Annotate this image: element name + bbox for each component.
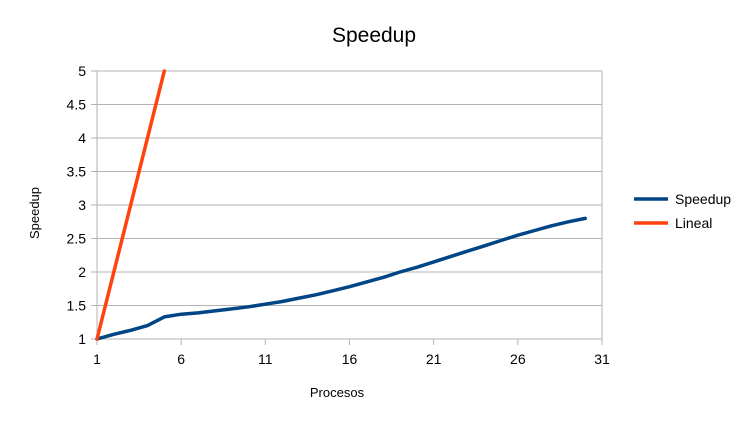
x-axis-title: Procesos	[310, 385, 365, 400]
x-tick-label: 6	[177, 351, 185, 367]
y-tick-label: 2.5	[67, 231, 87, 247]
chart-title: Speedup	[332, 24, 416, 47]
series-line-speedup	[95, 216, 587, 341]
y-axis-title: Speedup	[27, 187, 42, 239]
legend: Speedup Lineal	[634, 191, 731, 231]
y-tick-label: 2	[78, 264, 86, 280]
legend-label-speedup: Speedup	[675, 191, 731, 207]
gridlines	[97, 70, 602, 340]
x-tick-label: 1	[93, 351, 101, 367]
y-tick-label: 3.5	[67, 164, 87, 180]
x-tick-label: 21	[426, 351, 442, 367]
series-lines	[95, 69, 587, 341]
y-tick-label: 5	[78, 63, 86, 79]
y-tick-label: 4.5	[67, 97, 87, 113]
x-tick-label: 31	[594, 351, 610, 367]
x-tick-label: 16	[342, 351, 358, 367]
x-tick-label: 26	[510, 351, 526, 367]
y-tick-label: 1	[78, 331, 86, 347]
legend-label-lineal: Lineal	[675, 215, 712, 231]
x-axis-ticks: 1 6 11 16 21 26 31	[93, 339, 610, 367]
y-tick-label: 4	[78, 130, 86, 146]
y-axis-ticks: 1 1.5 2 2.5 3 3.5 4 4.5 5	[67, 63, 97, 347]
series-line-lineal	[95, 69, 167, 341]
y-tick-label: 3	[78, 197, 86, 213]
y-tick-label: 1.5	[67, 298, 87, 314]
x-tick-label: 11	[258, 351, 273, 367]
